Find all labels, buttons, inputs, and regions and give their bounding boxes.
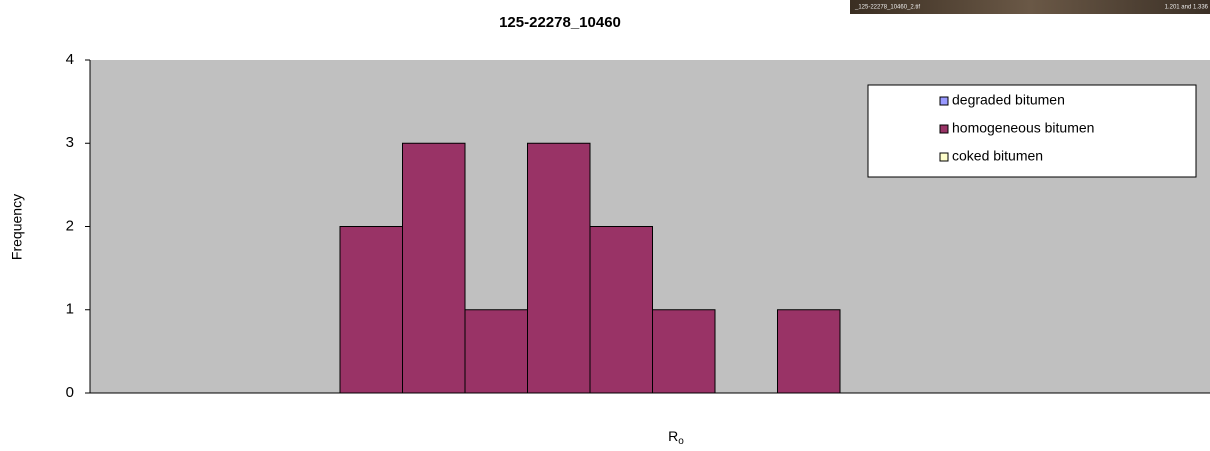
bar [777, 309, 841, 394]
thumbnail-caption: 1.201 and 1.336 [1165, 5, 1209, 11]
x-axis-label-subscript: o [678, 436, 684, 447]
legend-label: coked bitumen [952, 148, 1043, 164]
y-tick-label: 1 [66, 301, 74, 318]
bar [402, 142, 466, 394]
thumbnail-image [850, 0, 1210, 14]
x-axis-label: Ro [668, 428, 684, 447]
legend-swatch [939, 96, 949, 106]
y-tick-label: 4 [66, 51, 74, 68]
y-axis-label: Frequency [9, 194, 25, 260]
bar [339, 226, 403, 394]
legend-label: homogeneous bitumen [952, 120, 1094, 136]
legend-label: degraded bitumen [952, 92, 1065, 108]
y-tick-label: 0 [66, 384, 74, 401]
legend-swatch [939, 152, 949, 162]
chart-title: 125-22278_10460 [499, 14, 621, 31]
legend: degraded bitumen homogeneous bitumen coked… [867, 84, 1197, 178]
y-tick-label: 3 [66, 134, 74, 151]
x-axis-label-main: R [668, 428, 678, 444]
y-tick-label: 2 [66, 217, 74, 234]
thumbnail-caption: _125-22278_10460_2.tif [854, 5, 920, 11]
bar [652, 309, 716, 394]
bar [464, 309, 528, 394]
legend-swatch [939, 124, 949, 134]
bar [527, 142, 591, 394]
legend-box [867, 84, 1197, 178]
bar [589, 226, 653, 394]
